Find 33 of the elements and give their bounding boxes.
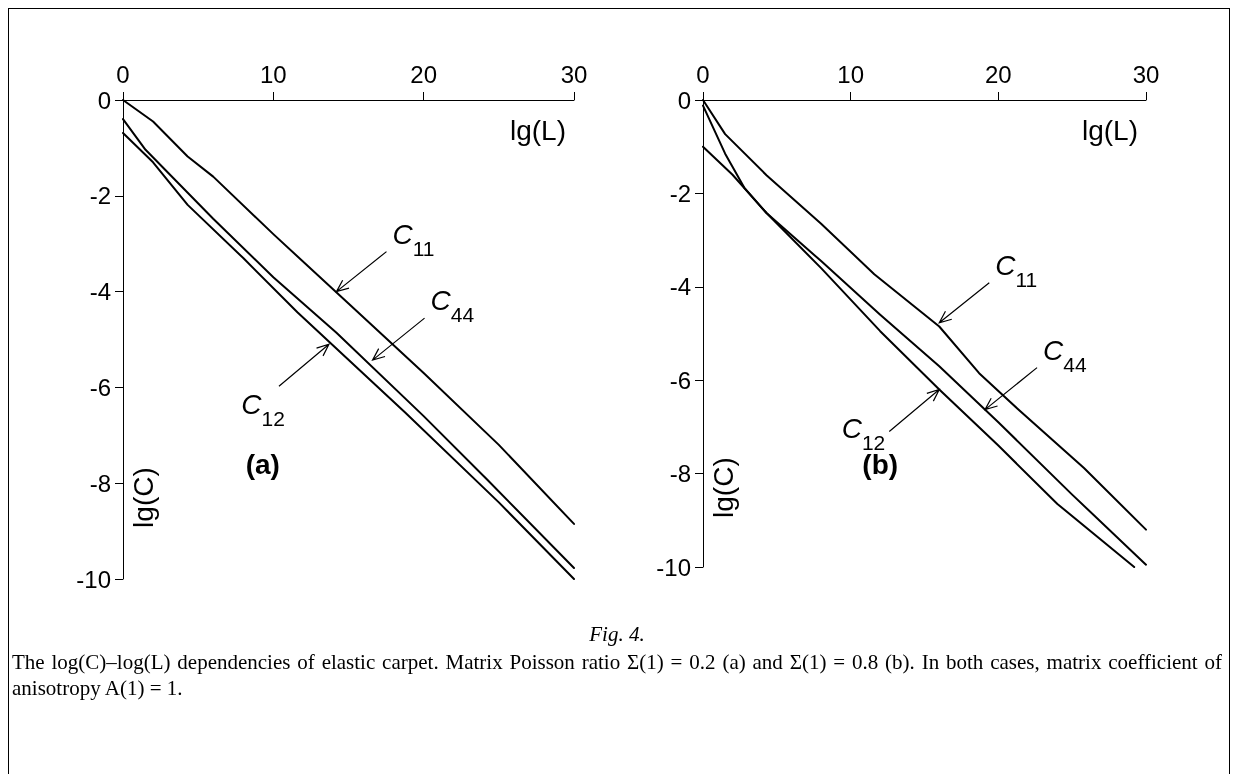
x-tick-label: 0 [116, 60, 130, 88]
y-tick-label: -4 [89, 278, 111, 306]
y-tick-label: -6 [89, 373, 111, 401]
y-tick-label: -4 [669, 273, 691, 301]
y-tick-label: -10 [656, 553, 691, 581]
y-tick-label: -6 [669, 366, 691, 394]
x-axis-title: lg(L) [1081, 115, 1138, 146]
y-axis-title: lg(C) [708, 457, 739, 518]
x-tick-label: 10 [837, 60, 865, 88]
y-tick-label: -8 [669, 460, 691, 488]
y-tick-label: 0 [677, 86, 691, 114]
x-axis-title: lg(L) [509, 115, 566, 146]
y-axis-title: lg(C) [128, 467, 159, 528]
annotation: C$_{11}$ [392, 218, 435, 260]
y-tick-label: 0 [97, 86, 111, 114]
x-tick-label: 20 [984, 60, 1012, 88]
y-tick-label: -10 [76, 565, 111, 593]
annotation: C$_{11}$ [995, 249, 1038, 291]
x-tick-label: 30 [1132, 60, 1160, 88]
y-tick-label: -2 [89, 182, 111, 210]
x-tick-label: 30 [560, 60, 588, 88]
caption: Fig. 4. [588, 622, 646, 647]
annotation: C$_{44}$ [430, 285, 475, 326]
x-tick-label: 10 [259, 60, 287, 88]
annotation: C$_{12}$ [841, 412, 886, 454]
y-tick-label: -8 [89, 469, 111, 497]
text: The log(C)–log(L) dependencies of elastic carpet. Matrix Poisson ratio Σ(1) = 0.2 (a) and Σ(1) = 0.8 (b). In both cases, matrix coefficient of anisotropy A(1) = 1. [12, 649, 1222, 701]
annotation: C$_{12}$ [241, 389, 285, 430]
annotation: C$_{44}$ [1043, 334, 1087, 376]
x-tick-label: 20 [410, 60, 438, 88]
text: (a) [245, 448, 280, 480]
y-tick-label: -2 [669, 179, 691, 207]
x-tick-label: 0 [696, 60, 710, 88]
